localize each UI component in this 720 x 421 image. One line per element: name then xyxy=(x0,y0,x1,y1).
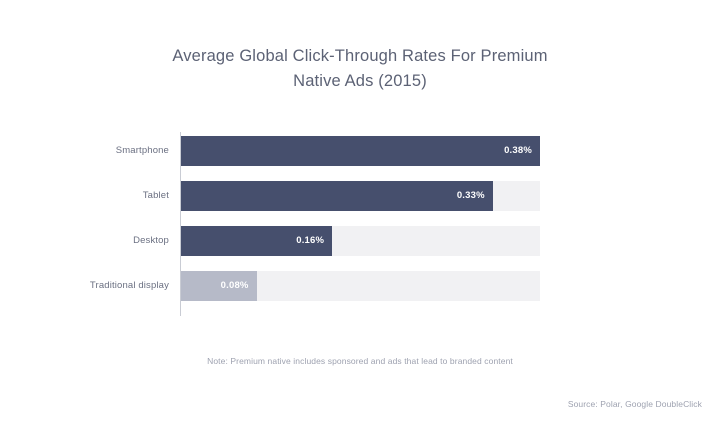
bar-value-label: 0.33% xyxy=(456,190,485,201)
bar-value-label: 0.08% xyxy=(220,280,249,291)
chart-note: Note: Premium native includes sponsored … xyxy=(207,356,513,366)
chart-title-line-1: Average Global Click-Through Rates For P… xyxy=(172,47,548,65)
chart-title-line-2: Native Ads (2015) xyxy=(293,72,427,90)
bar-value-label: 0.16% xyxy=(296,235,325,246)
bar-fill[interactable]: 0.33% xyxy=(181,181,493,211)
category-label-traditional-display: Traditional display xyxy=(89,280,169,291)
category-label-desktop: Desktop xyxy=(133,235,169,246)
category-label-smartphone: Smartphone xyxy=(115,145,169,156)
category-label-tablet: Tablet xyxy=(142,190,169,201)
bar-fill[interactable]: 0.08% xyxy=(181,271,257,301)
chart-title: Average Global Click-Through Rates For P… xyxy=(130,44,590,94)
bar-fill[interactable]: 0.16% xyxy=(181,226,333,256)
chart-source: Source: Polar, Google DoubleClick xyxy=(567,399,702,409)
value-axis-line xyxy=(180,132,181,316)
bar-value-label: 0.38% xyxy=(504,145,532,156)
bar-fill[interactable]: 0.38% xyxy=(181,136,540,166)
